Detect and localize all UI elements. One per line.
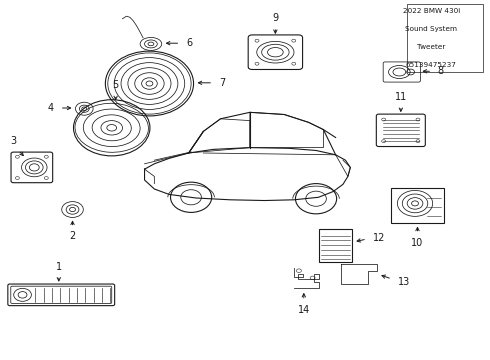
Text: 8: 8 (437, 66, 443, 76)
Text: 7: 7 (219, 78, 225, 88)
Text: 5: 5 (113, 80, 119, 90)
Text: 2: 2 (70, 231, 75, 241)
Text: 65139475237: 65139475237 (406, 62, 457, 68)
Text: 11: 11 (395, 92, 407, 102)
Text: 13: 13 (398, 276, 410, 287)
Text: 10: 10 (411, 238, 423, 248)
Text: 1: 1 (56, 262, 62, 272)
Text: 4: 4 (48, 103, 54, 113)
Bar (319, 229, 352, 262)
Text: 3: 3 (10, 136, 16, 146)
Bar (391, 188, 444, 223)
Text: 6: 6 (186, 38, 192, 48)
Text: 14: 14 (297, 305, 310, 315)
Text: Tweeter: Tweeter (417, 44, 445, 50)
Text: 12: 12 (373, 233, 385, 243)
Text: 9: 9 (272, 13, 278, 23)
Text: Sound System: Sound System (405, 26, 457, 32)
Text: 2022 BMW 430i: 2022 BMW 430i (403, 8, 460, 14)
